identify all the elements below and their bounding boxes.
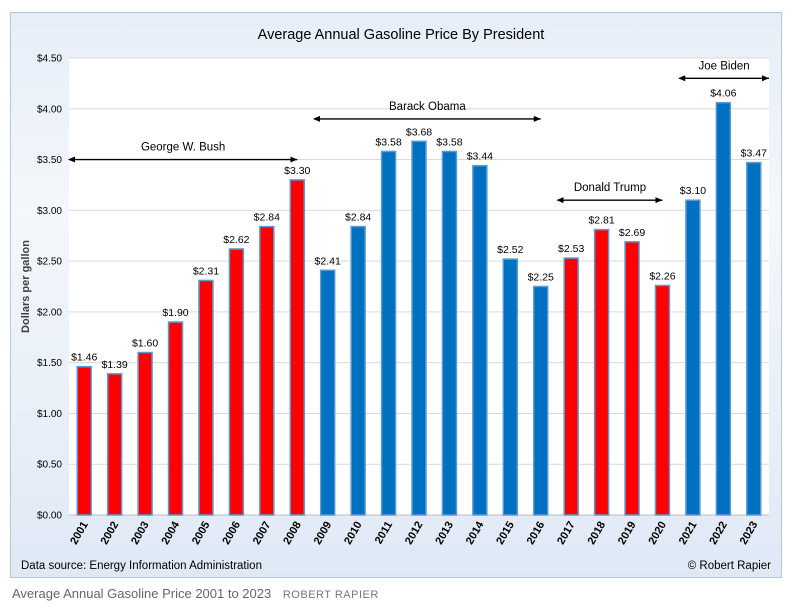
y-tick-label: $1.50 — [37, 358, 62, 369]
bar — [76, 365, 92, 516]
x-tick-label: 2008 — [281, 520, 304, 547]
bar — [319, 269, 336, 516]
data-label: $2.81 — [588, 215, 614, 227]
presidency-label: Barack Obama — [389, 101, 466, 113]
x-tick-label: 2002 — [99, 520, 122, 547]
bar — [289, 179, 306, 516]
x-tick-label: 2007 — [251, 520, 274, 547]
bar — [167, 321, 184, 516]
bar — [380, 150, 397, 516]
data-label: $2.25 — [528, 272, 554, 284]
x-tick-label: 2006 — [220, 520, 243, 547]
bar — [472, 164, 488, 516]
data-label: $2.26 — [649, 270, 675, 282]
y-tick-label: $2.00 — [37, 307, 62, 318]
chart-title: Average Annual Gasoline Price By Preside… — [258, 27, 545, 43]
bar — [106, 373, 123, 516]
y-tick-label: $2.50 — [37, 257, 62, 268]
data-label: $4.06 — [710, 88, 736, 100]
data-label: $3.58 — [375, 136, 401, 148]
x-tick-label: 2020 — [646, 520, 669, 547]
y-tick-label: $4.00 — [37, 104, 62, 115]
data-label: $1.46 — [71, 352, 97, 364]
bar — [411, 140, 427, 516]
x-tick-label: 2011 — [373, 520, 395, 547]
data-label: $1.60 — [132, 338, 158, 350]
presidency-label: George W. Bush — [141, 142, 225, 154]
bar-chart: $0.00 $0.50 $1.00 $1.50 $2.00 $2.50 $3.00 $3.50… — [20, 27, 771, 572]
x-tick-label: 2005 — [190, 520, 213, 547]
x-tick-label: 2022 — [707, 520, 730, 547]
caption-credit: ROBERT RAPIER — [282, 589, 379, 601]
y-tick-label: $3.00 — [37, 206, 62, 217]
x-tick-label: 2019 — [616, 520, 639, 547]
data-label: $3.58 — [436, 136, 462, 148]
y-tick-label: $0.50 — [37, 460, 62, 471]
y-axis-label: Dollars per gallon — [20, 240, 32, 333]
bar — [715, 101, 732, 516]
x-tick-label: 2023 — [738, 520, 761, 547]
bar — [746, 161, 762, 516]
data-label: $2.53 — [558, 243, 584, 255]
data-label: $1.39 — [102, 359, 128, 371]
data-label: $2.41 — [315, 255, 341, 267]
data-label: $2.84 — [254, 212, 280, 224]
x-tick-label: 2012 — [403, 520, 426, 547]
x-tick-label: 2013 — [433, 520, 456, 547]
x-tick-label: 2003 — [129, 520, 152, 547]
data-label: $3.47 — [741, 148, 767, 160]
x-tick-label: 2004 — [159, 519, 182, 547]
data-label: $2.31 — [193, 265, 219, 277]
x-tick-label: 2016 — [525, 520, 548, 547]
bar — [350, 225, 366, 516]
data-label: $3.10 — [680, 185, 706, 197]
y-tick-label: $4.50 — [37, 54, 62, 65]
chart-frame: $0.00 $0.50 $1.00 $1.50 $2.00 $2.50 $3.00 $3.50… — [10, 12, 782, 578]
x-tick-label: 2015 — [494, 520, 517, 547]
data-label: $2.52 — [497, 244, 523, 256]
y-tick-label: $0.00 — [37, 511, 62, 522]
bar — [441, 150, 458, 516]
x-tick-label: 2018 — [586, 520, 609, 547]
data-label: $3.30 — [284, 165, 310, 177]
x-tick-label: 2021 — [677, 520, 700, 547]
caption-text: Average Annual Gasoline Price 2001 to 20… — [12, 586, 272, 601]
x-tick-label: 2009 — [312, 520, 335, 547]
data-source-note: Data source: Energy Information Administ… — [21, 560, 262, 572]
bar — [654, 284, 671, 516]
bar — [259, 225, 275, 516]
bar — [685, 199, 701, 516]
data-label: $2.69 — [619, 227, 645, 239]
bar — [563, 257, 579, 516]
data-label: $2.84 — [345, 212, 371, 224]
data-label: $2.62 — [223, 234, 249, 246]
x-tick-label: 2014 — [464, 519, 487, 547]
figure-caption: Average Annual Gasoline Price 2001 to 20… — [12, 586, 379, 601]
presidency-label: Joe Biden — [699, 60, 750, 72]
y-tick-label: $1.00 — [37, 409, 62, 420]
bar — [228, 248, 245, 516]
bar — [593, 228, 610, 516]
bar — [502, 258, 519, 516]
x-tick-label: 2010 — [342, 520, 365, 547]
y-tick-label: $3.50 — [37, 155, 62, 166]
copyright-note: © Robert Rapier — [688, 560, 771, 572]
bar — [198, 279, 214, 516]
x-tick-label: 2001 — [68, 520, 91, 547]
bar — [624, 241, 640, 516]
data-label: $1.90 — [162, 307, 188, 319]
x-tick-label: 2017 — [555, 520, 578, 547]
bar — [532, 285, 549, 516]
data-label: $3.68 — [406, 126, 432, 138]
bar — [137, 351, 153, 516]
presidency-label: Donald Trump — [574, 182, 646, 194]
data-label: $3.44 — [467, 151, 493, 163]
